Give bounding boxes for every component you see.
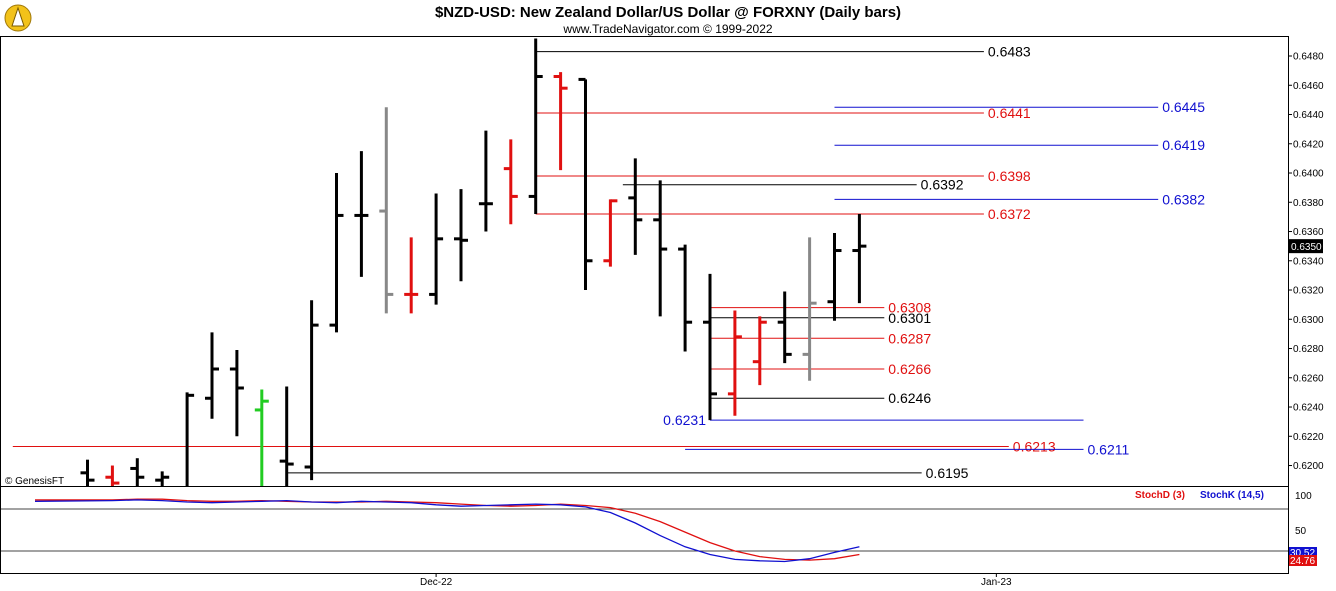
stoch-d-value-badge bbox=[1289, 555, 1317, 566]
current-price-label: 0.6350 bbox=[1291, 242, 1322, 253]
stoch-tick-label: 50 bbox=[1295, 526, 1307, 537]
level-label: 0.6231 bbox=[663, 412, 706, 428]
price-tick-label: 0.6200 bbox=[1293, 461, 1324, 472]
price-tick-label: 0.6220 bbox=[1293, 432, 1324, 443]
price-tick-label: 0.6240 bbox=[1293, 403, 1324, 414]
level-label: 0.6211 bbox=[1088, 441, 1130, 457]
stoch-d-line bbox=[35, 498, 860, 561]
price-tick-label: 0.6420 bbox=[1293, 139, 1324, 150]
stoch-k-line bbox=[34, 499, 860, 563]
logo-sail-icon bbox=[11, 6, 25, 27]
level-label: 0.6382 bbox=[1162, 191, 1205, 207]
price-tick-label: 0.6400 bbox=[1293, 169, 1324, 180]
level-label: 0.6287 bbox=[888, 330, 931, 346]
watermark: © GenesisFT bbox=[5, 476, 64, 487]
level-label: 0.6308 bbox=[888, 300, 931, 316]
price-tick-label: 0.6300 bbox=[1293, 315, 1324, 326]
current-price-badge bbox=[1289, 239, 1323, 254]
level-label: 0.6419 bbox=[1162, 137, 1205, 153]
logo bbox=[4, 4, 32, 32]
level-label: 0.6195 bbox=[926, 465, 969, 481]
price-panel bbox=[0, 36, 1289, 487]
level-label: 0.6392 bbox=[921, 177, 964, 193]
price-axis: 0.6200 0.6220 0.6240 0.6260 0.6280 0.6300 0.63… bbox=[1288, 52, 1324, 472]
stoch-d-legend: StochD (3) bbox=[1135, 490, 1185, 501]
stoch-k-value-badge bbox=[1289, 547, 1317, 557]
chart-subtitle: www.TradeNavigator.com © 1999-2022 bbox=[562, 22, 772, 36]
price-tick-label: 0.6360 bbox=[1293, 227, 1324, 238]
price-tick-label: 0.6460 bbox=[1293, 81, 1324, 92]
level-label: 0.6398 bbox=[988, 168, 1031, 184]
price-tick-label: 0.6480 bbox=[1293, 52, 1324, 63]
level-label: 0.6445 bbox=[1162, 99, 1205, 115]
date-tick-label: Dec-22 bbox=[420, 577, 453, 588]
level-label: 0.6213 bbox=[1013, 439, 1056, 455]
price-tick-label: 0.6380 bbox=[1293, 198, 1324, 209]
date-tick-label: Jan-23 bbox=[981, 577, 1012, 588]
price-tick-label: 0.6280 bbox=[1293, 344, 1324, 355]
stoch-d-value: 24.76 bbox=[1290, 556, 1315, 567]
stoch-k-value: 30.52 bbox=[1290, 548, 1315, 559]
price-tick-label: 0.6340 bbox=[1293, 256, 1324, 267]
level-lines: 0.6483 0.6441 0.6398 0.6392 0.6372 0.6445 0.64… bbox=[12, 44, 1205, 481]
date-axis: Dec-22 Jan-23 bbox=[420, 573, 1012, 588]
price-bars bbox=[80, 38, 867, 486]
level-label: 0.6246 bbox=[888, 390, 931, 406]
level-label: 0.6301 bbox=[888, 310, 931, 326]
stoch-tick-label: 100 bbox=[1295, 491, 1312, 502]
level-label: 0.6441 bbox=[988, 105, 1031, 121]
stoch-k-legend: StochK (14,5) bbox=[1200, 490, 1264, 501]
level-label: 0.6266 bbox=[888, 361, 931, 377]
price-tick-label: 0.6260 bbox=[1293, 373, 1324, 384]
price-tick-label: 0.6320 bbox=[1293, 286, 1324, 297]
level-label: 0.6372 bbox=[988, 206, 1031, 222]
stochastic-panel bbox=[0, 486, 1289, 574]
price-tick-label: 0.6440 bbox=[1293, 110, 1324, 121]
level-label: 0.6483 bbox=[988, 44, 1031, 60]
chart-title: $NZD-USD: New Zealand Dollar/US Dollar @… bbox=[435, 4, 901, 21]
